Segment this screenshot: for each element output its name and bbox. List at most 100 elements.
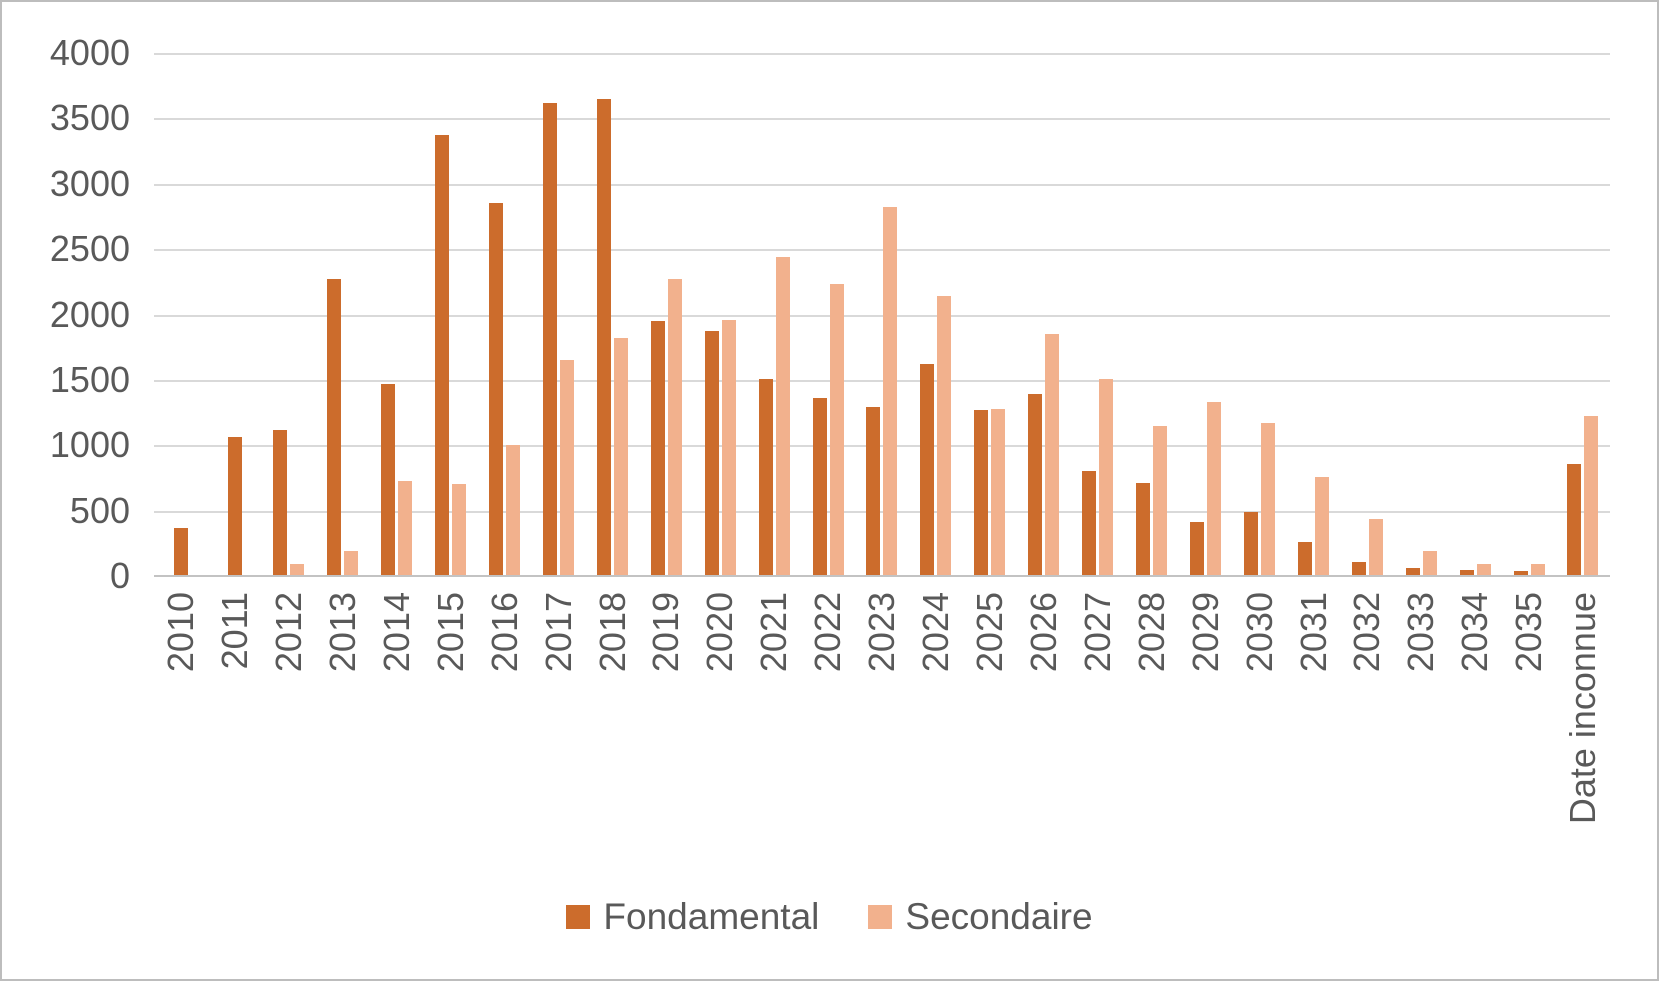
bar-fondamental-2027 — [1082, 471, 1097, 576]
x-tick-cell-2035: 2035 — [1502, 592, 1556, 892]
bar-fondamental-2034 — [1459, 570, 1474, 576]
x-tick-label-2018: 2018 — [591, 592, 633, 673]
bar-fondamental-2020 — [704, 331, 719, 576]
bar-secondaire-2029 — [1206, 402, 1221, 576]
bar-secondaire-2032 — [1368, 519, 1383, 576]
x-tick-cell-2034: 2034 — [1448, 592, 1502, 892]
bar-fondamental-2025 — [974, 410, 989, 576]
plot-area — [154, 53, 1610, 577]
x-tick-cell-2010: 2010 — [154, 592, 208, 892]
x-tick-cell-2017: 2017 — [531, 592, 585, 892]
category-group-2033 — [1394, 53, 1448, 576]
bar-secondaire-2027 — [1099, 379, 1114, 576]
x-tick-cell-2023: 2023 — [855, 592, 909, 892]
x-tick-label-2024: 2024 — [915, 592, 957, 673]
category-group-2020 — [693, 53, 747, 576]
x-tick-cell-2021: 2021 — [747, 592, 801, 892]
bar-secondaire-2014 — [398, 481, 413, 576]
y-axis: 0 500 1000 1500 2000 2500 3000 3500 4000 — [2, 2, 132, 622]
bar-secondaire-2030 — [1260, 423, 1275, 576]
x-tick-label-2013: 2013 — [321, 592, 363, 673]
y-tick-label-4000: 4000 — [49, 32, 130, 73]
bar-fondamental-2016 — [488, 203, 503, 576]
category-group-2027 — [1071, 53, 1125, 576]
bar-secondaire-2024 — [937, 296, 952, 576]
x-tick-cell-2012: 2012 — [262, 592, 316, 892]
x-tick-label-2030: 2030 — [1238, 592, 1280, 673]
x-tick-label-2026: 2026 — [1022, 592, 1064, 673]
bars-container — [154, 53, 1610, 576]
category-group-2013 — [316, 53, 370, 576]
category-group-2015 — [424, 53, 478, 576]
x-tick-label-2016: 2016 — [483, 592, 525, 673]
x-axis-line — [154, 575, 1610, 577]
category-group-2023 — [855, 53, 909, 576]
x-tick-cell-2014: 2014 — [370, 592, 424, 892]
x-tick-label-2020: 2020 — [699, 592, 741, 673]
x-tick-label-2031: 2031 — [1292, 592, 1334, 673]
legend: Fondamental Secondaire — [2, 896, 1657, 938]
y-tick-label-2500: 2500 — [49, 228, 130, 269]
category-group-2029 — [1179, 53, 1233, 576]
x-tick-cell-2018: 2018 — [585, 592, 639, 892]
legend-swatch-secondaire-icon — [868, 905, 893, 929]
bar-secondaire-2028 — [1153, 426, 1168, 576]
gridline-3500 — [154, 118, 1610, 120]
gridline-2500 — [154, 249, 1610, 251]
x-tick-label-2034: 2034 — [1454, 592, 1496, 673]
gridline-2000 — [154, 315, 1610, 317]
bar-fondamental-Date inconnue — [1567, 464, 1582, 576]
category-group-2030 — [1232, 53, 1286, 576]
x-tick-cell-2025: 2025 — [963, 592, 1017, 892]
x-tick-label-2017: 2017 — [537, 592, 579, 673]
x-tick-label-2025: 2025 — [968, 592, 1010, 673]
category-group-2022 — [801, 53, 855, 576]
category-group-2014 — [370, 53, 424, 576]
bar-secondaire-2025 — [991, 409, 1006, 576]
bar-fondamental-2018 — [596, 99, 611, 576]
bar-fondamental-2021 — [758, 379, 773, 576]
category-group-2010 — [154, 53, 208, 576]
x-tick-label-2022: 2022 — [807, 592, 849, 673]
legend-item-fondamental: Fondamental — [566, 896, 819, 938]
bar-secondaire-2016 — [505, 445, 520, 576]
x-tick-label-2033: 2033 — [1400, 592, 1442, 673]
category-group-2035 — [1502, 53, 1556, 576]
bar-fondamental-2011 — [227, 437, 242, 576]
legend-swatch-fondamental-icon — [566, 905, 591, 929]
x-tick-label-2035: 2035 — [1508, 592, 1550, 673]
gridline-4000 — [154, 53, 1610, 55]
x-tick-label-2012: 2012 — [268, 592, 309, 673]
category-group-2025 — [963, 53, 1017, 576]
bar-fondamental-2022 — [812, 398, 827, 576]
category-group-2028 — [1125, 53, 1179, 576]
category-group-2026 — [1017, 53, 1071, 576]
bar-secondaire-Date inconnue — [1584, 416, 1599, 576]
bar-secondaire-2031 — [1314, 477, 1329, 576]
x-tick-cell-2020: 2020 — [693, 592, 747, 892]
x-tick-cell-2019: 2019 — [639, 592, 693, 892]
x-tick-cell-2032: 2032 — [1340, 592, 1394, 892]
x-tick-cell-2033: 2033 — [1394, 592, 1448, 892]
bar-fondamental-2032 — [1351, 562, 1366, 576]
bar-fondamental-2010 — [173, 528, 188, 576]
bar-secondaire-2017 — [559, 360, 574, 576]
category-group-2031 — [1286, 53, 1340, 576]
bar-secondaire-2019 — [667, 279, 682, 576]
x-tick-cell-2030: 2030 — [1232, 592, 1286, 892]
category-group-2011 — [208, 53, 262, 576]
bar-fondamental-2035 — [1513, 571, 1528, 576]
x-tick-cell-2011: 2011 — [208, 592, 262, 892]
bar-fondamental-2015 — [435, 135, 450, 576]
x-tick-cell-2031: 2031 — [1286, 592, 1340, 892]
bar-fondamental-2013 — [327, 279, 342, 576]
x-tick-cell-2029: 2029 — [1179, 592, 1233, 892]
x-tick-label-2014: 2014 — [375, 592, 417, 673]
x-tick-label-2029: 2029 — [1184, 592, 1226, 673]
bar-secondaire-2013 — [344, 551, 359, 576]
category-group-2019 — [639, 53, 693, 576]
legend-label-secondaire: Secondaire — [905, 896, 1093, 937]
bar-secondaire-2021 — [775, 257, 790, 576]
y-tick-label-1500: 1500 — [49, 359, 130, 400]
bar-fondamental-2014 — [381, 384, 396, 576]
